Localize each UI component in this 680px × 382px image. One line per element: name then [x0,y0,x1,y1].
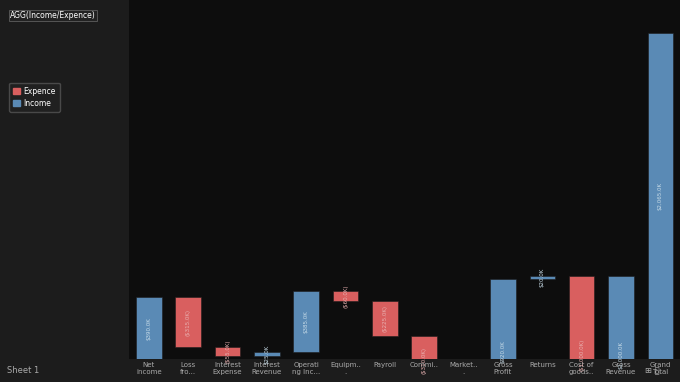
Text: $1,000.0K: $1,000.0K [619,341,624,369]
Text: ⊞ ⛶: ⊞ ⛶ [645,366,660,375]
Bar [569,276,594,382]
Bar [490,279,515,382]
Legend: Expence, Income: Expence, Income [9,83,60,112]
Bar [136,298,162,359]
Bar [254,352,279,356]
Bar [294,291,319,352]
Text: ($60.0K): ($60.0K) [343,284,348,308]
Bar [647,32,673,359]
Bar [530,276,555,279]
Text: ($55.0K): ($55.0K) [225,340,230,363]
Text: ($315.0K): ($315.0K) [186,309,190,336]
Bar [608,276,634,382]
Text: $2,065.0K: $2,065.0K [658,182,663,210]
Bar [372,301,398,336]
Text: $390.0K: $390.0K [146,317,152,340]
Text: AGG(Income/Expence): AGG(Income/Expence) [10,11,96,20]
Bar [333,291,358,301]
Text: $25.0K: $25.0K [265,344,269,364]
Text: $385.0K: $385.0K [304,310,309,333]
Text: $920.0K: $920.0K [500,341,505,363]
Text: ($1,000.0K): ($1,000.0K) [579,339,584,371]
Text: Sheet 1: Sheet 1 [7,366,39,375]
Bar [411,336,437,382]
Bar [215,347,240,356]
Text: ($310.0K): ($310.0K) [422,347,427,374]
Text: $20.0K: $20.0K [540,268,545,287]
Bar [175,298,201,347]
Text: ($225.0K): ($225.0K) [382,305,388,332]
